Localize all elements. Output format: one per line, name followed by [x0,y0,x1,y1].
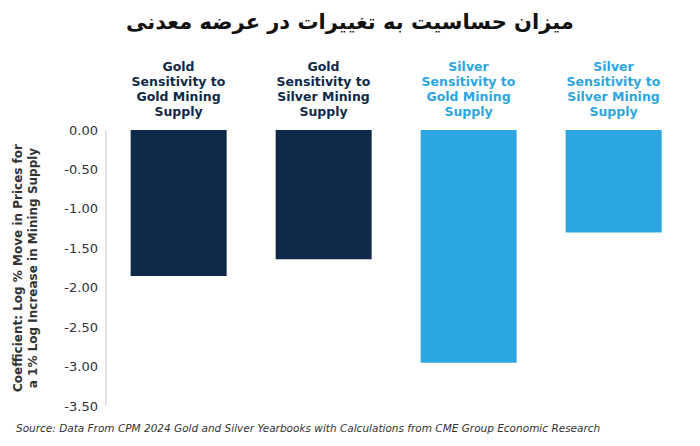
svg-text:-2.50: -2.50 [64,320,98,335]
svg-text:-3.00: -3.00 [64,359,98,374]
html-text:Source: Data From CPM 2024 Gol: Source: Data From CPM 2024 Gold and Silv… [16,422,601,434]
svg-text:-3.50: -3.50 [64,399,98,414]
svg-text:GoldSensitivity toGold MiningS: GoldSensitivity toGold MiningSupply [132,59,226,119]
svg-text:SilverSensitivity toGold Minin: SilverSensitivity toGold MiningSupply [422,59,516,119]
svg-text:-0.50: -0.50 [64,162,98,177]
svg-text:-1.00: -1.00 [64,201,98,216]
svg-text:-2.00: -2.00 [64,280,98,295]
svg-text:Coefficient: Log % Move in Pri: Coefficient: Log % Move in Prices fora 1… [11,144,40,392]
svg-text:SilverSensitivity toSilver Min: SilverSensitivity toSilver MiningSupply [567,59,661,119]
svg-text:GoldSensitivity toSilver Minin: GoldSensitivity toSilver MiningSupply [277,59,371,119]
svg-text:0.00: 0.00 [69,123,98,138]
html-text:میزان حساسیت به تغییرات در عرض: میزان حساسیت به تغییرات در عرضه معدنی [126,10,574,34]
svg-text:-1.50: -1.50 [64,241,98,256]
